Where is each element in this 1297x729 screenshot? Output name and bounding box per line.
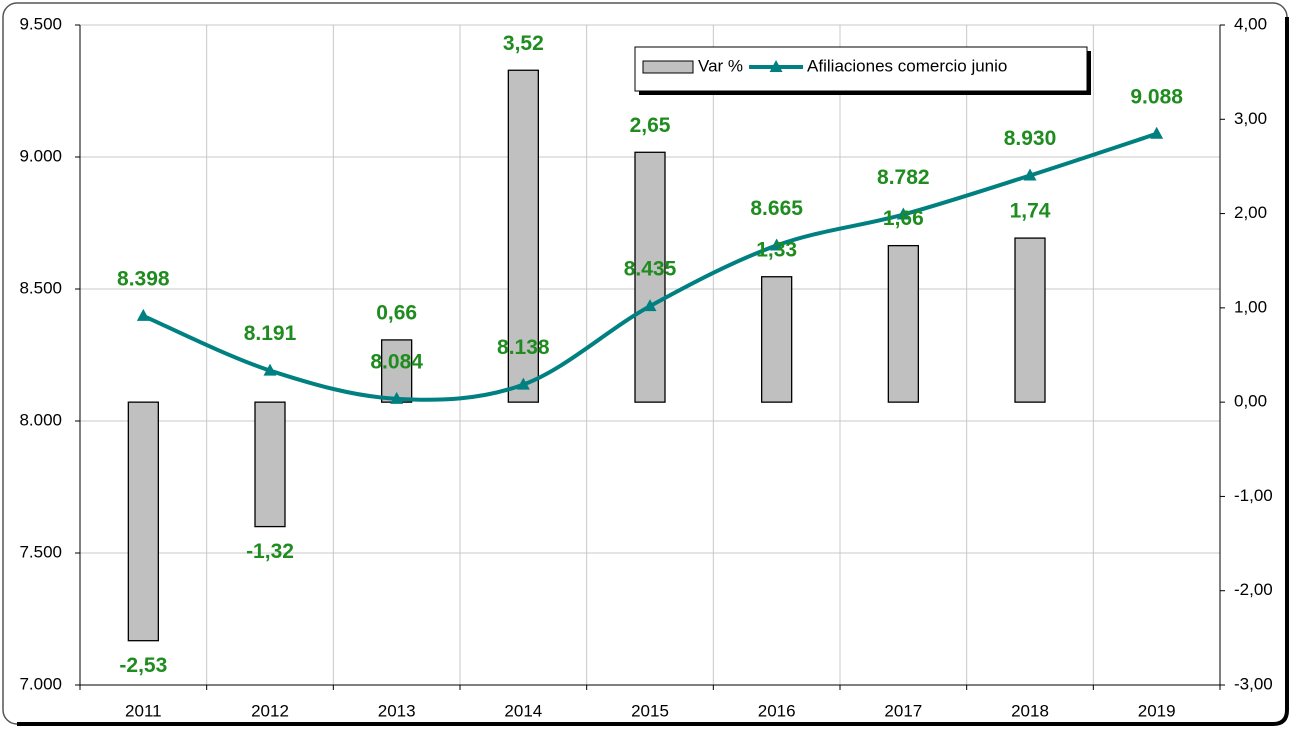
bar — [634, 151, 666, 403]
y2-tick-label: 3,00 — [1234, 109, 1267, 128]
y-tick-label: 7.000 — [19, 674, 62, 693]
line-marker — [136, 308, 150, 321]
line-marker — [643, 299, 657, 312]
y-tick-label: 9.000 — [19, 146, 62, 165]
legend-label: Afiliaciones comercio junio — [807, 56, 1007, 75]
bar-value-label: 1,66 — [883, 207, 924, 230]
x-tick-label: 2015 — [631, 701, 669, 720]
x-tick-label: 2012 — [251, 701, 289, 720]
line-marker — [390, 391, 404, 404]
y-tick-label: 9.500 — [19, 14, 62, 33]
line-value-label: 8.084 — [370, 350, 423, 373]
bar — [761, 276, 793, 403]
x-tick-label: 2013 — [378, 701, 416, 720]
y2-tick-label: -3,00 — [1234, 674, 1273, 693]
bar-value-label: -1,32 — [246, 540, 294, 563]
line-marker — [516, 377, 530, 390]
bar-value-label: 0,66 — [376, 301, 417, 324]
legend: Var % Afiliaciones comercio junio — [634, 46, 1091, 95]
line-value-label: 8.138 — [497, 336, 550, 359]
y2-tick-label: -2,00 — [1234, 580, 1273, 599]
x-tick-label: 2017 — [884, 701, 922, 720]
legend-marker — [769, 60, 783, 72]
y2-tick-label: 4,00 — [1234, 14, 1267, 33]
bar-value-label: 1,74 — [1010, 200, 1051, 223]
legend-label: Var % — [698, 56, 743, 75]
bar — [887, 244, 919, 403]
y2-tick-label: -1,00 — [1234, 486, 1273, 505]
line-value-label: 8.665 — [750, 197, 803, 220]
bar-value-label: 3,52 — [503, 32, 544, 55]
legend-box — [634, 46, 1088, 92]
line-value-label: 8.435 — [624, 258, 677, 281]
bar-value-label: 1,33 — [756, 238, 797, 261]
line-value-label: 8.398 — [117, 267, 170, 290]
line-marker — [263, 363, 277, 376]
bar — [127, 401, 159, 642]
bar — [254, 401, 286, 528]
x-tick-label: 2019 — [1138, 701, 1176, 720]
line-value-label: 8.782 — [877, 166, 930, 189]
line-value-label: 8.930 — [1004, 127, 1057, 150]
line-value-label: 9.088 — [1130, 85, 1183, 108]
x-tick-label: 2014 — [504, 701, 542, 720]
y2-tick-label: 2,00 — [1234, 203, 1267, 222]
bar — [1014, 237, 1046, 403]
legend-swatch — [642, 60, 694, 74]
line-value-label: 8.191 — [244, 322, 297, 345]
x-tick-label: 2016 — [758, 701, 796, 720]
y2-tick-label: 1,00 — [1234, 297, 1267, 316]
bar-value-label: 2,65 — [630, 114, 671, 137]
line-marker — [1023, 168, 1037, 181]
y-tick-label: 8.500 — [19, 278, 62, 297]
y-tick-label: 8.000 — [19, 410, 62, 429]
x-tick-label: 2011 — [125, 701, 162, 720]
line-marker — [896, 207, 910, 220]
line-marker — [770, 238, 784, 251]
y2-tick-label: 0,00 — [1234, 392, 1267, 411]
bar — [507, 69, 539, 403]
frame-shadow — [17, 17, 1289, 726]
bar-value-label: -2,53 — [119, 654, 167, 677]
x-tick-label: 2018 — [1011, 701, 1049, 720]
y-tick-label: 7.500 — [19, 542, 62, 561]
line-marker — [1150, 126, 1164, 139]
